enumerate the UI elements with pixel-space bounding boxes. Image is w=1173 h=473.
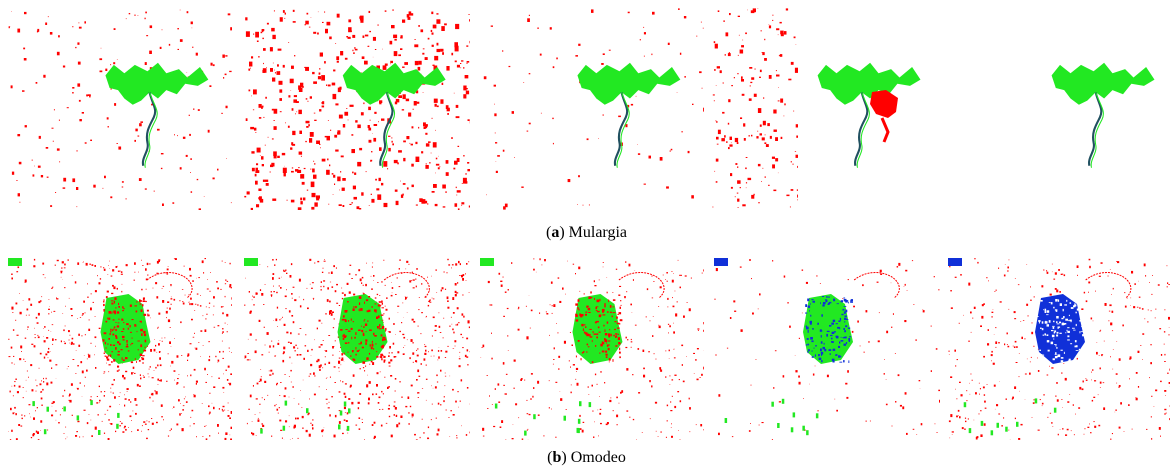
omodeo-panel-3 — [480, 258, 704, 440]
mulargia-panel-5 — [806, 8, 946, 210]
omodeo-panel-1 — [8, 258, 232, 440]
omodeo-map-1 — [8, 258, 232, 440]
mulargia-panel-row — [0, 8, 1173, 210]
caption-b-name: Omodeo — [570, 449, 626, 466]
omodeo-map-4 — [714, 258, 940, 440]
mulargia-map-4 — [712, 8, 798, 208]
omodeo-panel-4 — [714, 258, 940, 440]
caption-a-letter: a — [551, 224, 560, 241]
mulargia-panel-2 — [244, 8, 470, 210]
omodeo-panel-5 — [948, 258, 1170, 440]
omodeo-panel-row — [0, 258, 1173, 440]
caption-b: (b) Omodeo — [547, 449, 626, 466]
mulargia-panel-6 — [1010, 8, 1170, 210]
mulargia-panel-1 — [8, 8, 232, 210]
caption-b-letter: b — [552, 449, 562, 466]
omodeo-map-3 — [480, 258, 704, 440]
omodeo-map-5 — [948, 258, 1170, 440]
caption-a: (a) Mulargia — [545, 224, 627, 241]
mulargia-panel-4 — [712, 8, 798, 210]
mulargia-map-3 — [483, 8, 704, 210]
mulargia-map-1 — [8, 9, 232, 210]
mulargia-map-2 — [244, 9, 470, 210]
omodeo-panel-2 — [244, 258, 470, 440]
caption-a-name: Mulargia — [568, 224, 627, 241]
mulargia-map-5 — [817, 62, 921, 168]
mulargia-panel-3 — [480, 8, 704, 210]
omodeo-map-2 — [244, 258, 470, 440]
mulargia-map-6 — [1051, 62, 1155, 168]
